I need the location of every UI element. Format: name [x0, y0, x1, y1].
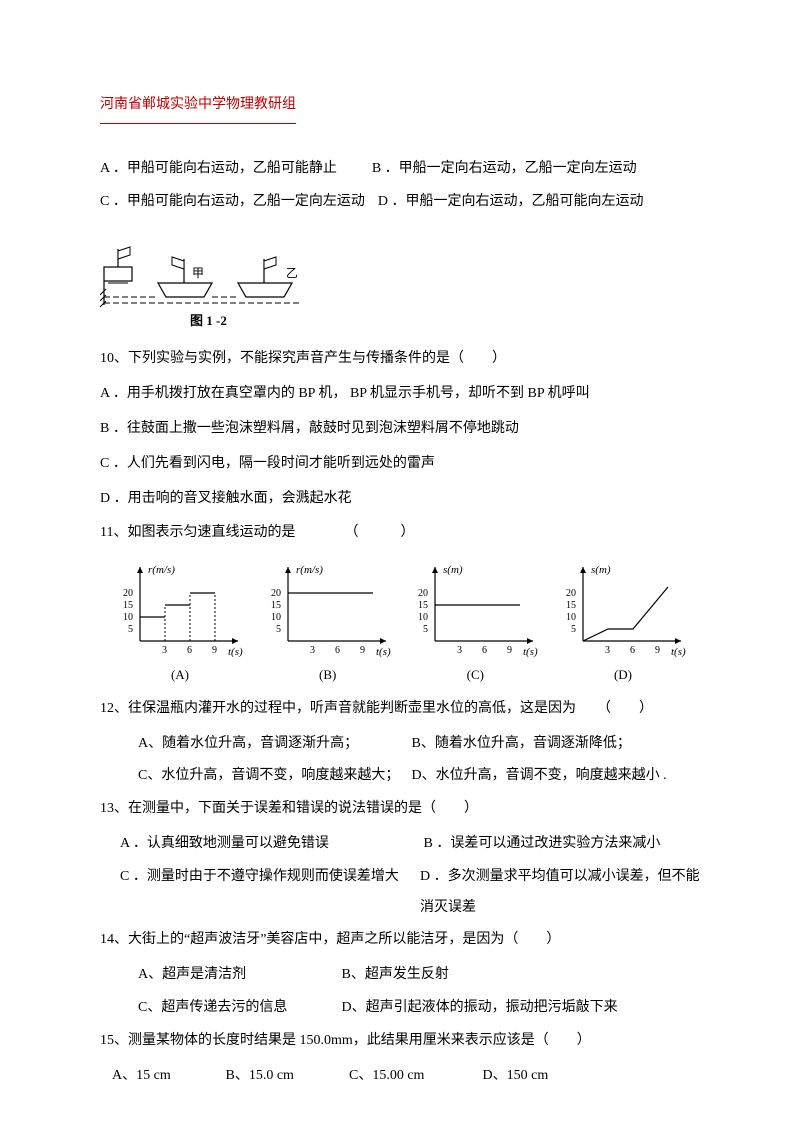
svg-text:3: 3: [457, 645, 462, 656]
q15-c: C、15.00 cm: [349, 1061, 479, 1092]
svg-text:乙: 乙: [286, 266, 298, 280]
q15-opts: A、15 cm B、15.0 cm C、15.00 cm D、150 cm: [100, 1061, 703, 1092]
svg-text:6: 6: [187, 645, 192, 656]
svg-text:t(s): t(s): [376, 646, 391, 658]
svg-text:10: 10: [418, 612, 428, 623]
svg-text:15: 15: [271, 600, 281, 611]
svg-text:9: 9: [655, 645, 660, 656]
svg-text:15: 15: [418, 600, 428, 611]
q15-stem: 15、测量某物体的长度时结果是 150.0mm，此结果用厘米来表示应该是（ ）: [100, 1026, 703, 1057]
svg-text:s(m): s(m): [591, 564, 611, 576]
svg-text:5: 5: [128, 624, 133, 635]
svg-text:9: 9: [212, 645, 217, 656]
q13-a: A ．认真细致地测量可以避免错误: [120, 829, 420, 860]
svg-text:20: 20: [566, 588, 576, 599]
svg-text:10: 10: [123, 612, 133, 623]
q12-d: D、水位升高，音调不变，响度越来越小 .: [412, 768, 667, 783]
chart-b-label: (B): [258, 661, 398, 690]
boat-opt-a: A ．甲船可能向右运动，乙船可能静止: [100, 161, 337, 176]
q14-row2: C、超声传递去污的信息 D、超声引起液体的振动，振动把污垢敲下来: [138, 993, 703, 1024]
q13-b: B ．误差可以通过改进实验方法来减小: [424, 836, 661, 851]
svg-text:甲: 甲: [192, 266, 204, 280]
boat-options-row2: C ．甲船可能向右运动，乙船一定向左运动 D ．甲船一定向右运动，乙船可能向左运…: [100, 187, 703, 218]
svg-text:r(m/s): r(m/s): [296, 564, 323, 576]
q10-b: B ．往鼓面上撒一些泡沫塑料屑，敲鼓时见到泡沫塑料屑不停地跳动: [100, 414, 703, 445]
chart-b: r(m/s) t(s) 5 10 15 20 3 6 9 (B): [258, 559, 398, 690]
chart-a: r(m/s) t(s) 5 10 15 20 3 6 9 (A): [110, 559, 250, 690]
chart-c: s(m) t(s) 5 10 15 20 3 6 9 (C): [405, 559, 545, 690]
q14-a: A、超声是清洁剂: [138, 960, 338, 991]
chart-c-label: (C): [405, 661, 545, 690]
q12-c: C、水位升高，音调不变，响度越来越大；: [138, 761, 408, 792]
svg-text:6: 6: [482, 645, 487, 656]
svg-text:6: 6: [335, 645, 340, 656]
svg-text:5: 5: [276, 624, 281, 635]
svg-text:10: 10: [271, 612, 281, 623]
q14-c: C、超声传递去污的信息: [138, 993, 338, 1024]
q13-d: D ．多次测量求平均值可以减小误差，但不能消灭误差: [420, 862, 703, 924]
q10-c: C ．人们先看到闪电，隔一段时间才能听到远处的雷声: [100, 449, 703, 480]
q14-stem: 14、大街上的“超声波洁牙”美容店中，超声之所以能洁牙，是因为（ ）: [100, 925, 703, 956]
q15-d: D、150 cm: [483, 1068, 549, 1083]
q12-row2: C、水位升高，音调不变，响度越来越大； D、水位升高，音调不变，响度越来越小 .: [138, 761, 703, 792]
svg-text:10: 10: [566, 612, 576, 623]
q13-row2: C ．测量时由于不遵守操作规则而使误差增大 D ．多次测量求平均值可以减小误差，…: [120, 862, 703, 924]
svg-text:9: 9: [507, 645, 512, 656]
svg-text:3: 3: [605, 645, 610, 656]
page-header: 河南省郸城实验中学物理教研组: [100, 90, 296, 124]
q15-a: A、15 cm: [112, 1061, 222, 1092]
q12-row1: A、随着水位升高，音调逐渐升高； B、随着水位升高，音调逐渐降低；: [138, 729, 703, 760]
svg-text:6: 6: [630, 645, 635, 656]
svg-text:t(s): t(s): [523, 646, 538, 658]
q12-stem: 12、往保温瓶内灌开水的过程中，听声音就能判断壶里水位的高低，这是因为 （ ）: [100, 694, 703, 725]
svg-text:图 1 -2: 图 1 -2: [190, 313, 227, 328]
svg-text:15: 15: [123, 600, 133, 611]
q14-b: B、超声发生反射: [342, 967, 449, 982]
svg-text:20: 20: [271, 588, 281, 599]
svg-text:t(s): t(s): [228, 646, 243, 658]
q10-d: D ．用击响的音叉接触水面，会溅起水花: [100, 484, 703, 515]
boat-figure: 甲 乙 图 1 -2: [100, 225, 703, 330]
svg-text:5: 5: [423, 624, 428, 635]
q12-b: B、随着水位升高，音调逐渐降低；: [412, 736, 631, 751]
svg-text:20: 20: [123, 588, 133, 599]
chart-d-label: (D): [553, 661, 693, 690]
q12-a: A、随着水位升高，音调逐渐升高；: [138, 729, 408, 760]
svg-text:3: 3: [310, 645, 315, 656]
boat-opt-d: D ．甲船一定向右运动，乙船可能向左运动: [378, 194, 644, 209]
q14-d: D、超声引起液体的振动，振动把污垢敲下来: [342, 1000, 618, 1015]
boat-opt-c: C ．甲船可能向右运动，乙船一定向左运动: [100, 194, 365, 209]
svg-text:r(m/s): r(m/s): [148, 564, 175, 576]
q11-charts: r(m/s) t(s) 5 10 15 20 3 6 9 (A): [100, 559, 703, 690]
svg-text:5: 5: [571, 624, 576, 635]
boat-options-row1: A ．甲船可能向右运动，乙船可能静止 B ．甲船一定向右运动，乙船一定向左运动: [100, 154, 703, 185]
q11-stem: 11、如图表示匀速直线运动的是 （ ）: [100, 518, 703, 549]
svg-text:20: 20: [418, 588, 428, 599]
svg-text:t(s): t(s): [671, 646, 686, 658]
svg-text:9: 9: [360, 645, 365, 656]
chart-d: s(m) t(s) 5 10 15 20 3 6 9 (D): [553, 559, 693, 690]
svg-text:3: 3: [162, 645, 167, 656]
svg-text:15: 15: [566, 600, 576, 611]
q13-stem: 13、在测量中，下面关于误差和错误的说法错误的是（ ）: [100, 794, 703, 825]
q10-a: A ．用手机拨打放在真空罩内的 BP 机， BP 机显示手机号，却听不到 BP …: [100, 379, 703, 410]
q13-row1: A ．认真细致地测量可以避免错误 B ．误差可以通过改进实验方法来减小: [120, 829, 703, 860]
q10-stem: 10、下列实验与实例，不能探究声音产生与传播条件的是（ ）: [100, 344, 703, 375]
q13-c: C ．测量时由于不遵守操作规则而使误差增大: [120, 862, 420, 924]
q14-row1: A、超声是清洁剂 B、超声发生反射: [138, 960, 703, 991]
svg-text:s(m): s(m): [443, 564, 463, 576]
q15-b: B、15.0 cm: [226, 1061, 346, 1092]
boat-opt-b: B ．甲船一定向右运动，乙船一定向左运动: [372, 161, 637, 176]
chart-a-label: (A): [110, 661, 250, 690]
